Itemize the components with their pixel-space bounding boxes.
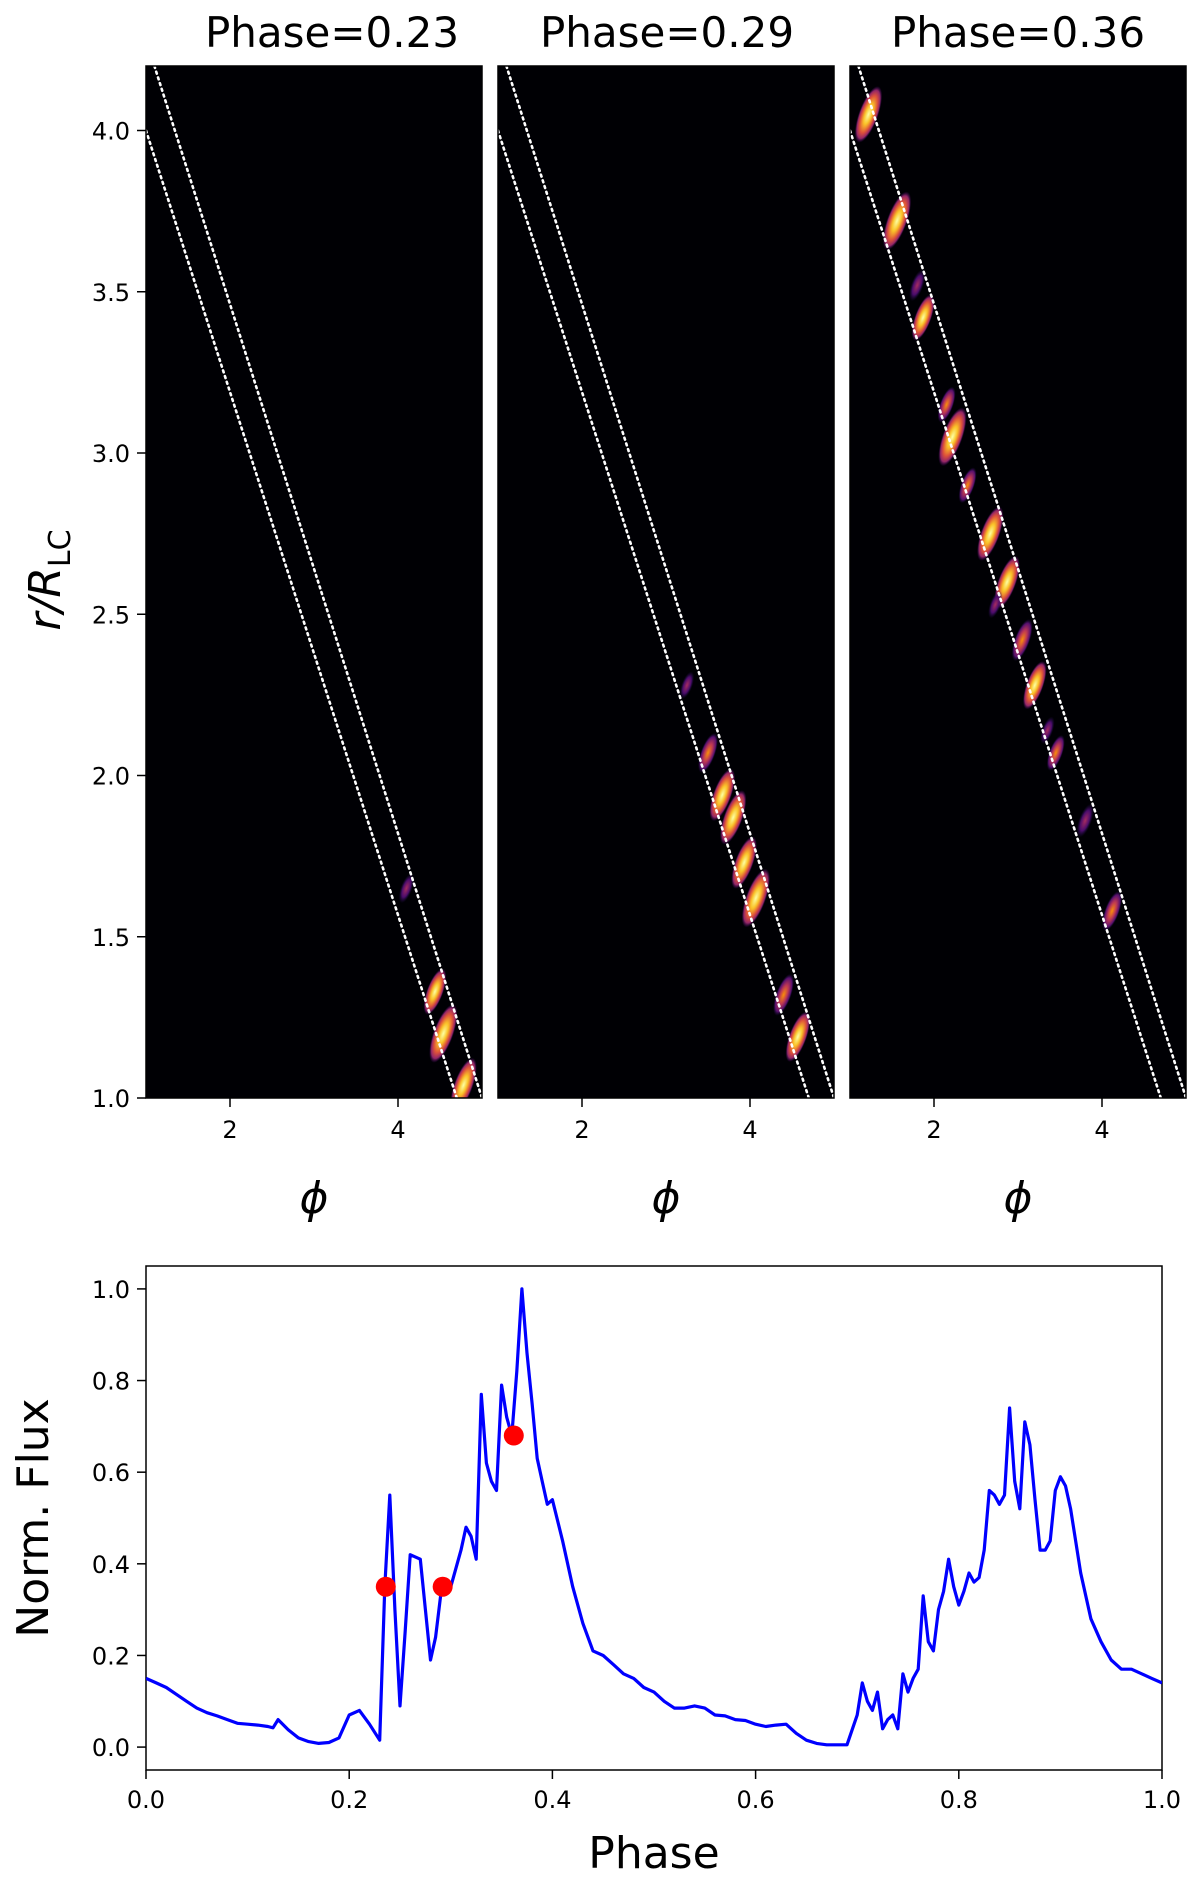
y-tick-label: 0.4: [92, 1551, 130, 1579]
x-tick-label: 2: [574, 1116, 589, 1144]
y-tick-label: 2.0: [92, 763, 130, 791]
x-axis-label: ϕ: [299, 1173, 328, 1224]
y-tick-label: 3.0: [92, 440, 130, 468]
emission-hotspot: [709, 768, 736, 822]
x-tick-label: 4: [1094, 1116, 1109, 1144]
emission-hotspot: [938, 407, 967, 467]
y-tick-label: 1.0: [92, 1276, 130, 1304]
emission-hotspot: [911, 294, 935, 341]
top-y-axis-label: r/RLC: [20, 529, 78, 630]
x-axis-label: ϕ: [651, 1173, 680, 1224]
y-tick-label: 0.8: [92, 1368, 130, 1396]
emission-hotspot: [958, 467, 977, 504]
y-tick-label: 1.0: [92, 1085, 130, 1113]
panel-background: [146, 66, 482, 1098]
x-tick-label: 1.0: [1143, 1786, 1181, 1814]
panel-background: [498, 66, 834, 1098]
y-label-main: r/R: [20, 567, 71, 631]
emission-hotspot: [1046, 735, 1065, 771]
emission-hotspot: [423, 968, 447, 1015]
emission-hotspot: [937, 386, 956, 423]
y-tick-label: 0.6: [92, 1459, 130, 1487]
heatmap-panel-phase-023: Phase=0.23 2 4 ϕ: [145, 8, 483, 1224]
x-axis-label: ϕ: [1003, 1173, 1032, 1224]
plot-frame: [145, 1265, 1163, 1771]
x-tick-label: 0.8: [940, 1786, 978, 1814]
y-tick-label: 2.5: [92, 601, 130, 629]
phase-marker: [432, 1576, 453, 1597]
guide-dotted-line: [857, 66, 1186, 1098]
panel-background: [850, 66, 1186, 1098]
x-tick-label: 0.0: [127, 1786, 165, 1814]
x-tick-label: 2: [926, 1116, 941, 1144]
guide-dotted-line: [146, 129, 459, 1098]
panel-frame: [849, 65, 1187, 1099]
top-y-axis: 1.0 1.5 2.0 2.5 3.0 3.5 4.0: [92, 118, 146, 1113]
x-tick-label: 4: [742, 1116, 757, 1144]
emission-hotspot: [988, 590, 1003, 619]
emission-hotspot: [909, 269, 926, 302]
x-tick-label: 4: [390, 1116, 405, 1144]
y-tick-label: 1.5: [92, 924, 130, 952]
y-tick-label: 4.0: [92, 118, 130, 146]
emission-hotspot: [1076, 803, 1094, 838]
phase-marker: [503, 1425, 524, 1446]
y-tick-label: 0.2: [92, 1642, 130, 1670]
x-tick-label: 0.2: [330, 1786, 368, 1814]
emission-hotspot: [785, 1011, 811, 1062]
emission-hotspot: [429, 1004, 458, 1063]
y-label-sub: LC: [43, 529, 78, 567]
panel-frame: [497, 65, 835, 1099]
y-tick-label: 0.0: [92, 1734, 130, 1762]
heatmap-panel-phase-036: Phase=0.36 2 4 ϕ: [849, 8, 1187, 1224]
emission-hotspot: [854, 86, 883, 143]
flux-line: [146, 1287, 1162, 1747]
panel-frame: [145, 65, 483, 1099]
guide-dotted-line: [850, 129, 1163, 1098]
panel-title: Phase=0.29: [540, 8, 794, 57]
emission-hotspot: [679, 671, 695, 699]
guide-dotted-line: [498, 129, 811, 1098]
x-tick-label: 2: [222, 1116, 237, 1144]
x-tick-label: 0.6: [737, 1786, 775, 1814]
phase-marker: [375, 1576, 396, 1597]
panel-title: Phase=0.23: [205, 8, 459, 57]
y-axis-label: Norm. Flux: [8, 1398, 59, 1637]
emission-hotspot: [1102, 890, 1123, 931]
emission-hotspot: [882, 191, 912, 251]
y-tick-label: 3.5: [92, 279, 130, 307]
guide-dotted-line: [505, 66, 834, 1098]
x-axis-label: Phase: [588, 1828, 719, 1878]
emission-hotspot: [698, 732, 718, 773]
emission-hotspot: [450, 1057, 477, 1098]
emission-hotspot: [1022, 661, 1047, 710]
x-tick-label: 0.4: [533, 1786, 571, 1814]
panel-title: Phase=0.36: [891, 8, 1145, 57]
heatmap-panel-phase-029: Phase=0.29 2 4 ϕ: [497, 8, 835, 1224]
emission-hotspot: [398, 873, 415, 904]
light-curve-plot: 0.0 0.2 0.4 0.6 0.8 1.0 0.0 0.2 0.4 0.6 0.8 1.0 Pha…: [8, 1265, 1181, 1878]
guide-dotted-line: [153, 66, 482, 1098]
